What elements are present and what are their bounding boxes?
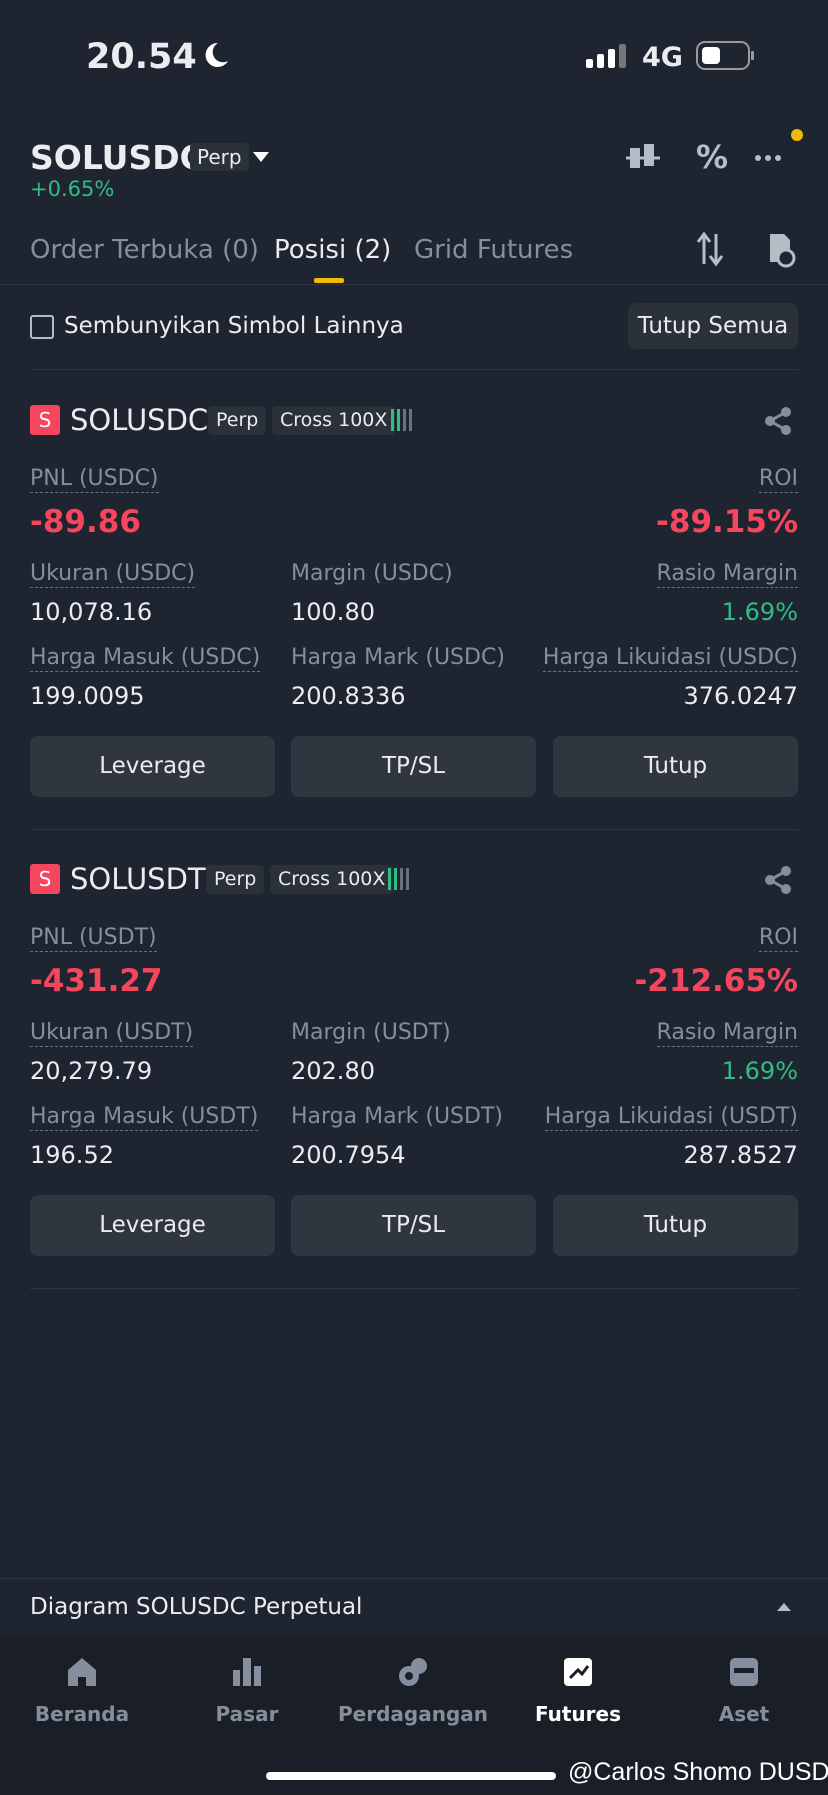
- nav-label[interactable]: Perdagangan: [338, 1702, 488, 1726]
- moon-icon: [205, 42, 228, 67]
- chart-bar-label[interactable]: Diagram SOLUSDC Perpetual: [30, 1594, 363, 1620]
- position-tag: Cross 100X: [272, 406, 396, 435]
- field-label: Ukuran (USDC): [30, 561, 196, 588]
- signal-icon: [586, 44, 626, 68]
- field-label: Rasio Margin: [656, 1020, 798, 1047]
- field-value: 1.69%: [721, 598, 798, 626]
- nav-label[interactable]: Futures: [534, 1702, 622, 1726]
- nav-icon[interactable]: [395, 1654, 431, 1690]
- dropdown-icon[interactable]: [252, 150, 270, 164]
- close-all-button[interactable]: Tutup Semua: [628, 303, 798, 349]
- leverage-bar: [391, 409, 394, 431]
- header-icons[interactable]: %: [626, 138, 786, 178]
- leverage-bar: [400, 868, 403, 890]
- separator: [0, 1578, 828, 1579]
- header-symbol[interactable]: SOLUSDC: [30, 138, 204, 177]
- position-tag: Cross 100X: [270, 865, 394, 894]
- tab-icons[interactable]: [694, 230, 814, 270]
- action-button[interactable]: Leverage: [30, 1195, 275, 1256]
- nav-icon[interactable]: [64, 1654, 100, 1690]
- pnl-value: -431.27: [30, 963, 163, 999]
- leverage-bar: [403, 409, 406, 431]
- home-indicator: [266, 1772, 556, 1780]
- field-label: Harga Likuidasi (USDT): [544, 1104, 798, 1131]
- action-button[interactable]: TP/SL: [291, 736, 536, 797]
- leverage-bar: [397, 409, 400, 431]
- field-value: 200.8336: [291, 682, 406, 710]
- separator: [30, 829, 798, 830]
- notification-dot: [791, 129, 803, 141]
- separator: [30, 369, 798, 370]
- action-button[interactable]: Tutup: [553, 736, 798, 797]
- field-value: 10,078.16: [30, 598, 153, 626]
- position-symbol[interactable]: SOLUSDC: [70, 403, 209, 437]
- action-button[interactable]: Tutup: [553, 1195, 798, 1256]
- field-value: 200.7954: [291, 1141, 406, 1169]
- roi-value: -89.15%: [656, 504, 798, 540]
- nav-icon[interactable]: [229, 1654, 265, 1690]
- action-button[interactable]: Leverage: [30, 736, 275, 797]
- nav-label[interactable]: Beranda: [34, 1702, 130, 1726]
- roi-label: ROI: [758, 925, 798, 952]
- field-value: 1.69%: [721, 1057, 798, 1085]
- position-tag: Perp: [206, 865, 265, 894]
- leverage-bar: [388, 868, 391, 890]
- checkbox-label: Sembunyikan Simbol Lainnya: [64, 313, 404, 339]
- field-value: 196.52: [30, 1141, 114, 1169]
- pnl-label: PNL (USDT): [30, 925, 157, 952]
- watermark: @Carlos Shomo DUSD: [568, 1758, 828, 1786]
- battery-icon: [696, 41, 754, 70]
- field-value: 376.0247: [683, 682, 798, 710]
- field-label: Harga Mark (USDC): [291, 645, 505, 670]
- field-label: Rasio Margin: [656, 561, 798, 588]
- pnl-label: PNL (USDC): [30, 466, 159, 493]
- field-value: 199.0095: [30, 682, 145, 710]
- svg-text:%: %: [696, 138, 728, 176]
- expand-icon[interactable]: [776, 1600, 792, 1612]
- roi-label: ROI: [758, 466, 798, 493]
- field-value: 287.8527: [683, 1141, 798, 1169]
- share-icon[interactable]: [764, 406, 794, 436]
- symbol-icon: S: [30, 864, 60, 894]
- position-tag: Perp: [208, 406, 267, 435]
- action-button[interactable]: TP/SL: [291, 1195, 536, 1256]
- nav-icon[interactable]: [726, 1654, 762, 1690]
- field-value: 100.80: [291, 598, 375, 626]
- status-time: 20.54: [86, 37, 197, 77]
- field-label: Margin (USDC): [291, 561, 453, 586]
- position-symbol[interactable]: SOLUSDT: [70, 862, 206, 896]
- checkbox[interactable]: [30, 315, 54, 339]
- tab[interactable]: Posisi (2): [274, 235, 392, 265]
- header-tag: Perp: [190, 143, 249, 171]
- header-change: +0.65%: [30, 177, 115, 201]
- share-icon[interactable]: [764, 865, 794, 895]
- leverage-bar: [409, 409, 412, 431]
- field-label: Harga Masuk (USDT): [30, 1104, 259, 1131]
- tab-separator: [0, 284, 828, 285]
- tab[interactable]: Order Terbuka (0): [30, 235, 259, 265]
- separator: [30, 1288, 798, 1289]
- leverage-bar: [394, 868, 397, 890]
- pnl-value: -89.86: [30, 504, 141, 540]
- nav-label[interactable]: Pasar: [215, 1702, 279, 1726]
- field-label: Ukuran (USDT): [30, 1020, 194, 1047]
- field-value: 202.80: [291, 1057, 375, 1085]
- tab-indicator: [314, 278, 344, 283]
- nav-label[interactable]: Aset: [718, 1702, 770, 1726]
- field-label: Harga Mark (USDT): [291, 1104, 503, 1129]
- tab[interactable]: Grid Futures: [414, 235, 574, 265]
- nav-icon[interactable]: [560, 1654, 596, 1690]
- field-value: 20,279.79: [30, 1057, 153, 1085]
- field-label: Margin (USDT): [291, 1020, 451, 1045]
- roi-value: -212.65%: [634, 963, 798, 999]
- field-label: Harga Likuidasi (USDC): [542, 645, 798, 672]
- leverage-bar: [406, 868, 409, 890]
- symbol-icon: S: [30, 405, 60, 435]
- network: 4G: [642, 42, 683, 73]
- field-label: Harga Masuk (USDC): [30, 645, 261, 672]
